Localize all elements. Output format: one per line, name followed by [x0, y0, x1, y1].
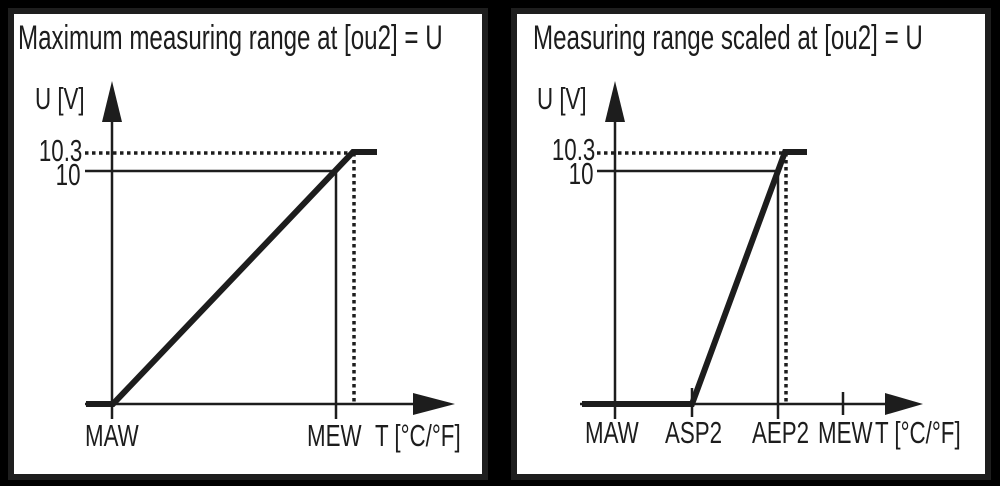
scaled-range-plot: [580, 81, 923, 419]
x-tick-mew: MEW: [818, 415, 873, 450]
x-axis-label: T [°C/°F]: [875, 415, 961, 450]
panel-scaled-range: Measuring range scaled at [ou2] = U U [V…: [511, 8, 991, 480]
output-signal-curve: [582, 149, 807, 407]
x-tick-maw: MAW: [585, 415, 639, 450]
y-tick-10-3: 10.3: [38, 133, 82, 168]
y-axis-label: U [V]: [537, 81, 587, 116]
y-tick-10: 10: [568, 156, 593, 191]
max-range-plot: [85, 81, 455, 419]
y-axis-label: U [V]: [35, 81, 85, 116]
panel-title: Maximum measuring range at [ou2] = U: [18, 19, 443, 57]
x-tick-aep2: AEP2: [752, 415, 810, 450]
x-tick-maw: MAW: [85, 418, 139, 453]
y-tick-10-3: 10.3: [551, 132, 595, 167]
y-tick-10: 10: [55, 157, 80, 192]
x-tick-mew: MEW: [307, 418, 362, 453]
x-axis-label: T [°C/°F]: [375, 418, 461, 453]
x-axis-arrowhead: [413, 393, 455, 415]
y-axis-arrowhead: [102, 81, 122, 122]
x-tick-asp2: ASP2: [665, 415, 723, 450]
x-axis-arrowhead: [885, 393, 923, 415]
panel-title: Measuring range scaled at [ou2] = U: [533, 19, 923, 57]
panel-maximum-range: Maximum measuring range at [ou2] = U U […: [8, 8, 488, 480]
output-signal-curve: [86, 149, 377, 407]
y-axis-arrowhead: [605, 81, 625, 122]
